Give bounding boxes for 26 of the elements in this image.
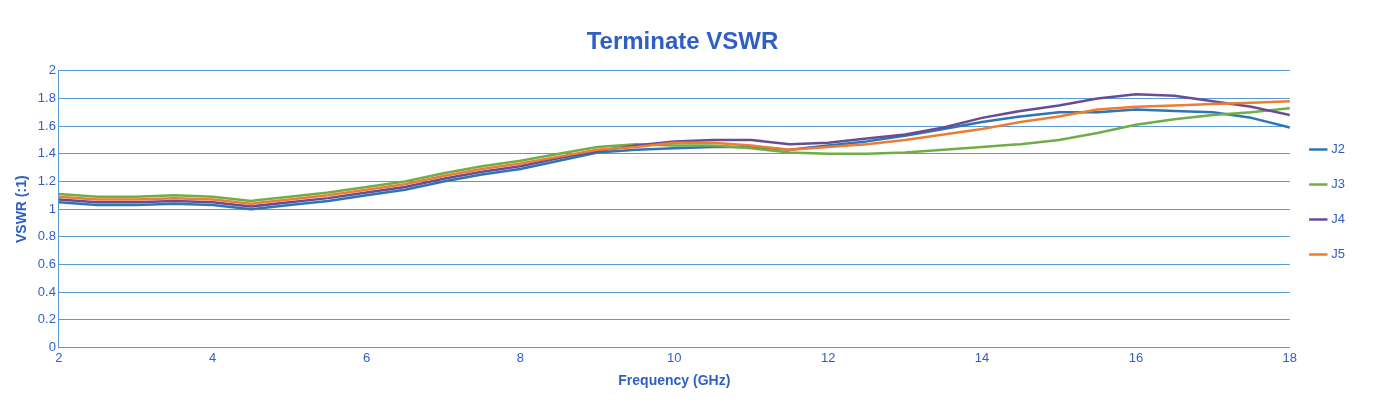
legend-label: J2: [1331, 141, 1345, 157]
x-tick-label: 6: [362, 349, 371, 365]
x-tick-label: 10: [667, 349, 682, 365]
x-tick-label: 12: [820, 349, 836, 365]
y-tick-label: 1.6: [37, 117, 56, 133]
x-axis-title: Frequency (GHz): [618, 372, 731, 389]
y-tick-label: 0: [48, 339, 56, 355]
x-tick-label: 4: [209, 349, 217, 365]
y-axis-title: VSWR (:1): [13, 175, 30, 244]
legend-label: J5: [1331, 246, 1345, 262]
y-tick-label: 0.8: [37, 228, 56, 244]
y-tick-label: 1: [48, 200, 56, 216]
x-tick-label: 16: [1128, 349, 1144, 365]
chart-title: Terminate VSWR: [586, 27, 779, 55]
y-tick-label: 0.2: [37, 311, 56, 327]
legend-label: J4: [1331, 211, 1345, 227]
x-tick-label: 14: [974, 349, 990, 365]
x-tick-label: 18: [1282, 349, 1297, 365]
y-tick-label: 1.2: [37, 173, 56, 189]
y-tick-label: 1.8: [37, 90, 56, 106]
y-tick-label: 0.4: [37, 283, 56, 299]
y-tick-label: 2: [48, 62, 56, 78]
x-tick-label: 8: [516, 349, 525, 365]
y-tick-label: 1.4: [37, 145, 56, 161]
y-tick-label: 0.6: [37, 256, 56, 272]
legend-label: J3: [1331, 176, 1345, 192]
